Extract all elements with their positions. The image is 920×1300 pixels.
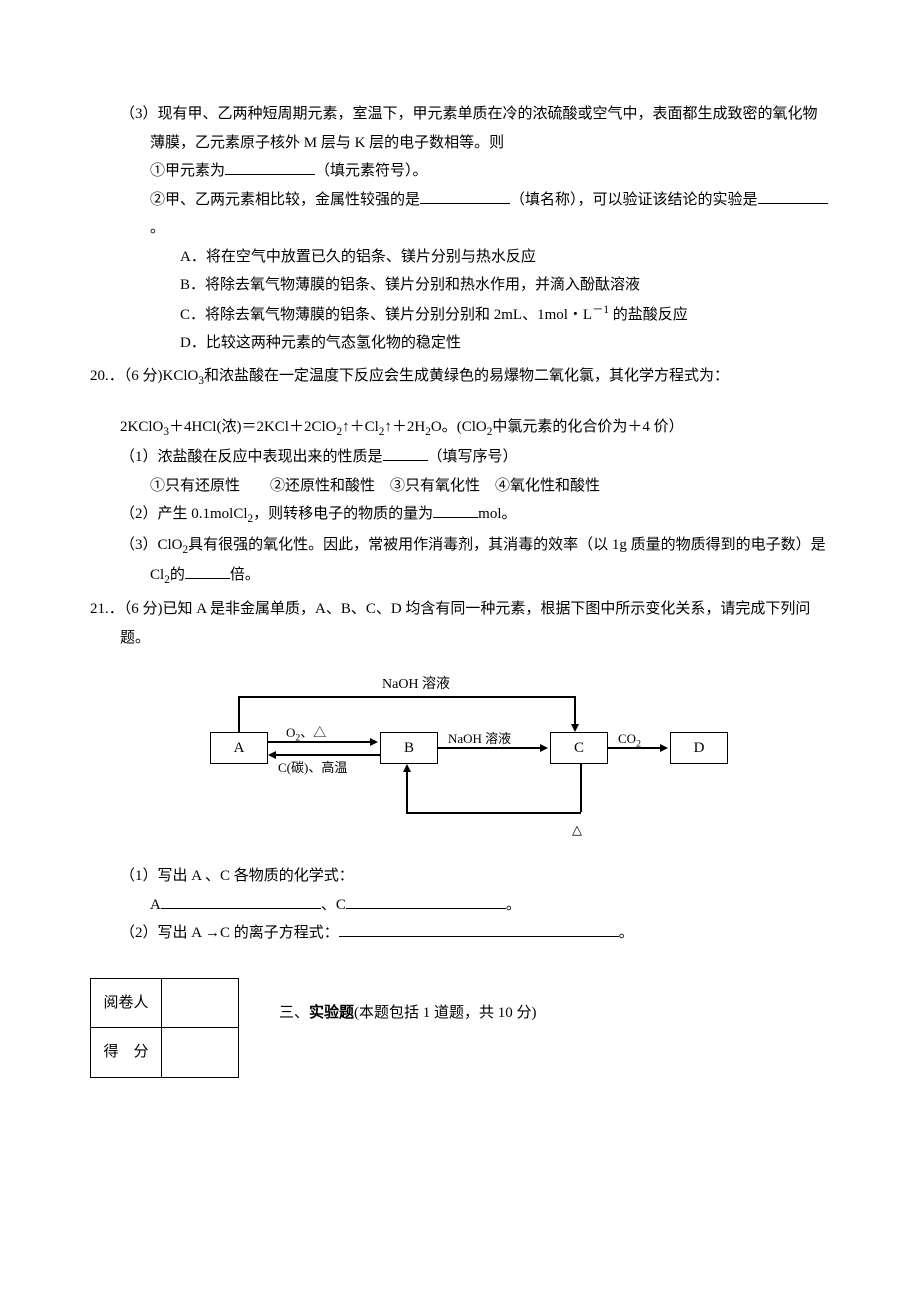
q21: 21.．（6 分)已知 A 是非金属单质，A、B、C、D 均含有同一种元素，根据… — [90, 595, 830, 948]
arrow-right-icon — [370, 738, 378, 746]
label-co2: CO2 — [618, 727, 641, 754]
q19-optA: A．将在空气中放置已久的铝条、镁片分别与热水反应 — [180, 243, 830, 272]
text: （2）产生 0.1molCl — [120, 506, 248, 522]
text: 的盐酸反应 — [609, 307, 688, 323]
text: O — [286, 725, 295, 740]
text: 20.．（6 分)KClO — [90, 368, 198, 384]
q19-optC: C．将除去氧气物薄膜的铝条、镁片分别分别和 2mL、1mol・L－1 的盐酸反应 — [180, 300, 830, 330]
line — [580, 764, 582, 812]
text: 倍。 — [230, 567, 260, 583]
cell-reviewer[interactable] — [162, 978, 239, 1028]
label-o2: O2、△ — [286, 721, 326, 748]
text: 中氯元素的化合价为＋4 价） — [492, 419, 683, 435]
cell-reviewer-label: 阅卷人 — [91, 978, 162, 1028]
text: 、△ — [300, 725, 326, 740]
text: 、C — [321, 897, 346, 913]
text: 。 — [150, 220, 165, 236]
blank[interactable] — [758, 186, 828, 204]
text: C．将除去氧气物薄膜的铝条、镁片分别分别和 2mL、1mol・L — [180, 307, 592, 323]
text: （3）ClO — [120, 537, 183, 553]
arrow-left-icon — [268, 751, 276, 759]
q19-3-sub2: ②甲、乙两元素相比较，金属性较强的是 （填名称），可以验证该结论的实验是。 — [150, 186, 830, 243]
text: 。 — [619, 925, 634, 941]
q20: 20.．（6 分)KClO3和浓盐酸在一定温度下反应会生成黄绿色的易爆物二氧化氯… — [90, 362, 830, 592]
blank[interactable] — [161, 891, 321, 909]
text: （填名称），可以验证该结论的实验是 — [510, 192, 758, 208]
q20-p1: （1）浓盐酸在反应中表现出来的性质是 （填写序号） — [120, 443, 830, 472]
text: A — [150, 897, 161, 913]
text: （填元素符号）。 — [315, 163, 428, 179]
text: （填写序号） — [428, 449, 518, 465]
text: mol。 — [478, 506, 516, 522]
text: （1）浓盐酸在反应中表现出来的性质是 — [120, 449, 383, 465]
sup: －1 — [592, 304, 609, 316]
q21-stem: 21.．（6 分)已知 A 是非金属单质，A、B、C、D 均含有同一种元素，根据… — [90, 595, 830, 652]
q20-equation: 2KClO3＋4HCl(浓)＝2KCl＋2ClO2↑＋Cl2↑＋2H2O。(Cl… — [120, 413, 830, 443]
line — [406, 772, 408, 813]
line — [406, 812, 581, 814]
q19-3-intro: （3）现有甲、乙两种短周期元素，室温下，甲元素单质在冷的浓硫酸或空气中，表面都生… — [120, 100, 830, 157]
label-triangle: △ — [572, 818, 582, 843]
q21-diagram: NaOH 溶液 A B C D O2、△ C(碳)、高温 NaOH 溶液 CO2 — [190, 672, 730, 852]
text: 。 — [506, 897, 521, 913]
section-3-header: 阅卷人 得 分 三、实验题(本题包括 1 道题，共 10 分) — [90, 948, 830, 1078]
section-3-title: 三、实验题(本题包括 1 道题，共 10 分) — [279, 999, 537, 1028]
node-a: A — [210, 732, 268, 764]
arrow-right-icon — [540, 744, 548, 752]
blank[interactable] — [433, 501, 478, 519]
text: 和浓盐酸在一定温度下反应会生成黄绿色的易爆物二氧化氯，其化学方程式为： — [204, 368, 729, 384]
text: ①甲元素为 — [150, 163, 225, 179]
text: (本题包括 1 道题，共 10 分) — [354, 1005, 537, 1021]
q19-optD: D．比较这两种元素的气态氢化物的稳定性 — [180, 329, 830, 358]
blank[interactable] — [339, 920, 619, 938]
label-carbon: C(碳)、高温 — [278, 756, 347, 781]
text: CO — [618, 731, 636, 746]
node-b: B — [380, 732, 438, 764]
text-bold: 实验题 — [309, 1004, 354, 1021]
line — [238, 696, 240, 732]
blank[interactable] — [383, 444, 428, 462]
q20-p1-opts: ①只有还原性 ②还原性和酸性 ③只有氧化性 ④氧化性和酸性 — [150, 472, 830, 501]
text: ↑＋2H — [384, 419, 425, 435]
blank[interactable] — [185, 562, 230, 580]
text: （2）写出 A →C 的离子方程式： — [120, 925, 339, 941]
line — [238, 696, 574, 698]
text: ②甲、乙两元素相比较，金属性较强的是 — [150, 192, 420, 208]
q21-p1-line: A 、C 。 — [150, 891, 830, 920]
q19-part3: （3）现有甲、乙两种短周期元素，室温下，甲元素单质在冷的浓硫酸或空气中，表面都生… — [90, 100, 830, 358]
arrow-down-icon — [571, 724, 579, 732]
q21-p1: （1）写出 A 、C 各物质的化学式： — [120, 862, 830, 891]
q20-p2: （2）产生 0.1molCl2，则转移电子的物质的量为mol。 — [120, 500, 830, 530]
q19-optB: B．将除去氧气物薄膜的铝条、镁片分别和热水作用，并滴入酚酞溶液 — [180, 271, 830, 300]
arrow-right-icon — [660, 744, 668, 752]
text: 三、 — [279, 1005, 309, 1021]
blank[interactable] — [225, 158, 315, 176]
text: ＋4HCl(浓)＝2KCl＋2ClO — [169, 419, 337, 435]
text: O。(ClO — [431, 419, 487, 435]
q19-3-sub1: ①甲元素为 （填元素符号）。 — [150, 157, 830, 186]
q20-p3: （3）ClO2具有很强的氧化性。因此，常被用作消毒剂，其消毒的效率（以 1g 质… — [120, 531, 830, 592]
q21-p2: （2）写出 A →C 的离子方程式： 。 — [120, 919, 830, 948]
grade-table: 阅卷人 得 分 — [90, 978, 239, 1078]
cell-score[interactable] — [162, 1028, 239, 1078]
blank[interactable] — [346, 891, 506, 909]
label-naoh-top: NaOH 溶液 — [382, 672, 450, 699]
text: 2KClO — [120, 419, 163, 435]
arrow-up-icon — [403, 764, 411, 772]
node-c: C — [550, 732, 608, 764]
sub: 2 — [636, 739, 641, 750]
q20-stem: 20.．（6 分)KClO3和浓盐酸在一定温度下反应会生成黄绿色的易爆物二氧化氯… — [90, 362, 830, 392]
label-naoh-mid: NaOH 溶液 — [448, 727, 511, 752]
text: 的 — [170, 567, 185, 583]
node-d: D — [670, 732, 728, 764]
line — [574, 696, 576, 726]
text: ↑＋Cl — [342, 419, 379, 435]
text: ，则转移电子的物质的量为 — [253, 506, 433, 522]
cell-score-label: 得 分 — [91, 1028, 162, 1078]
blank[interactable] — [420, 186, 510, 204]
